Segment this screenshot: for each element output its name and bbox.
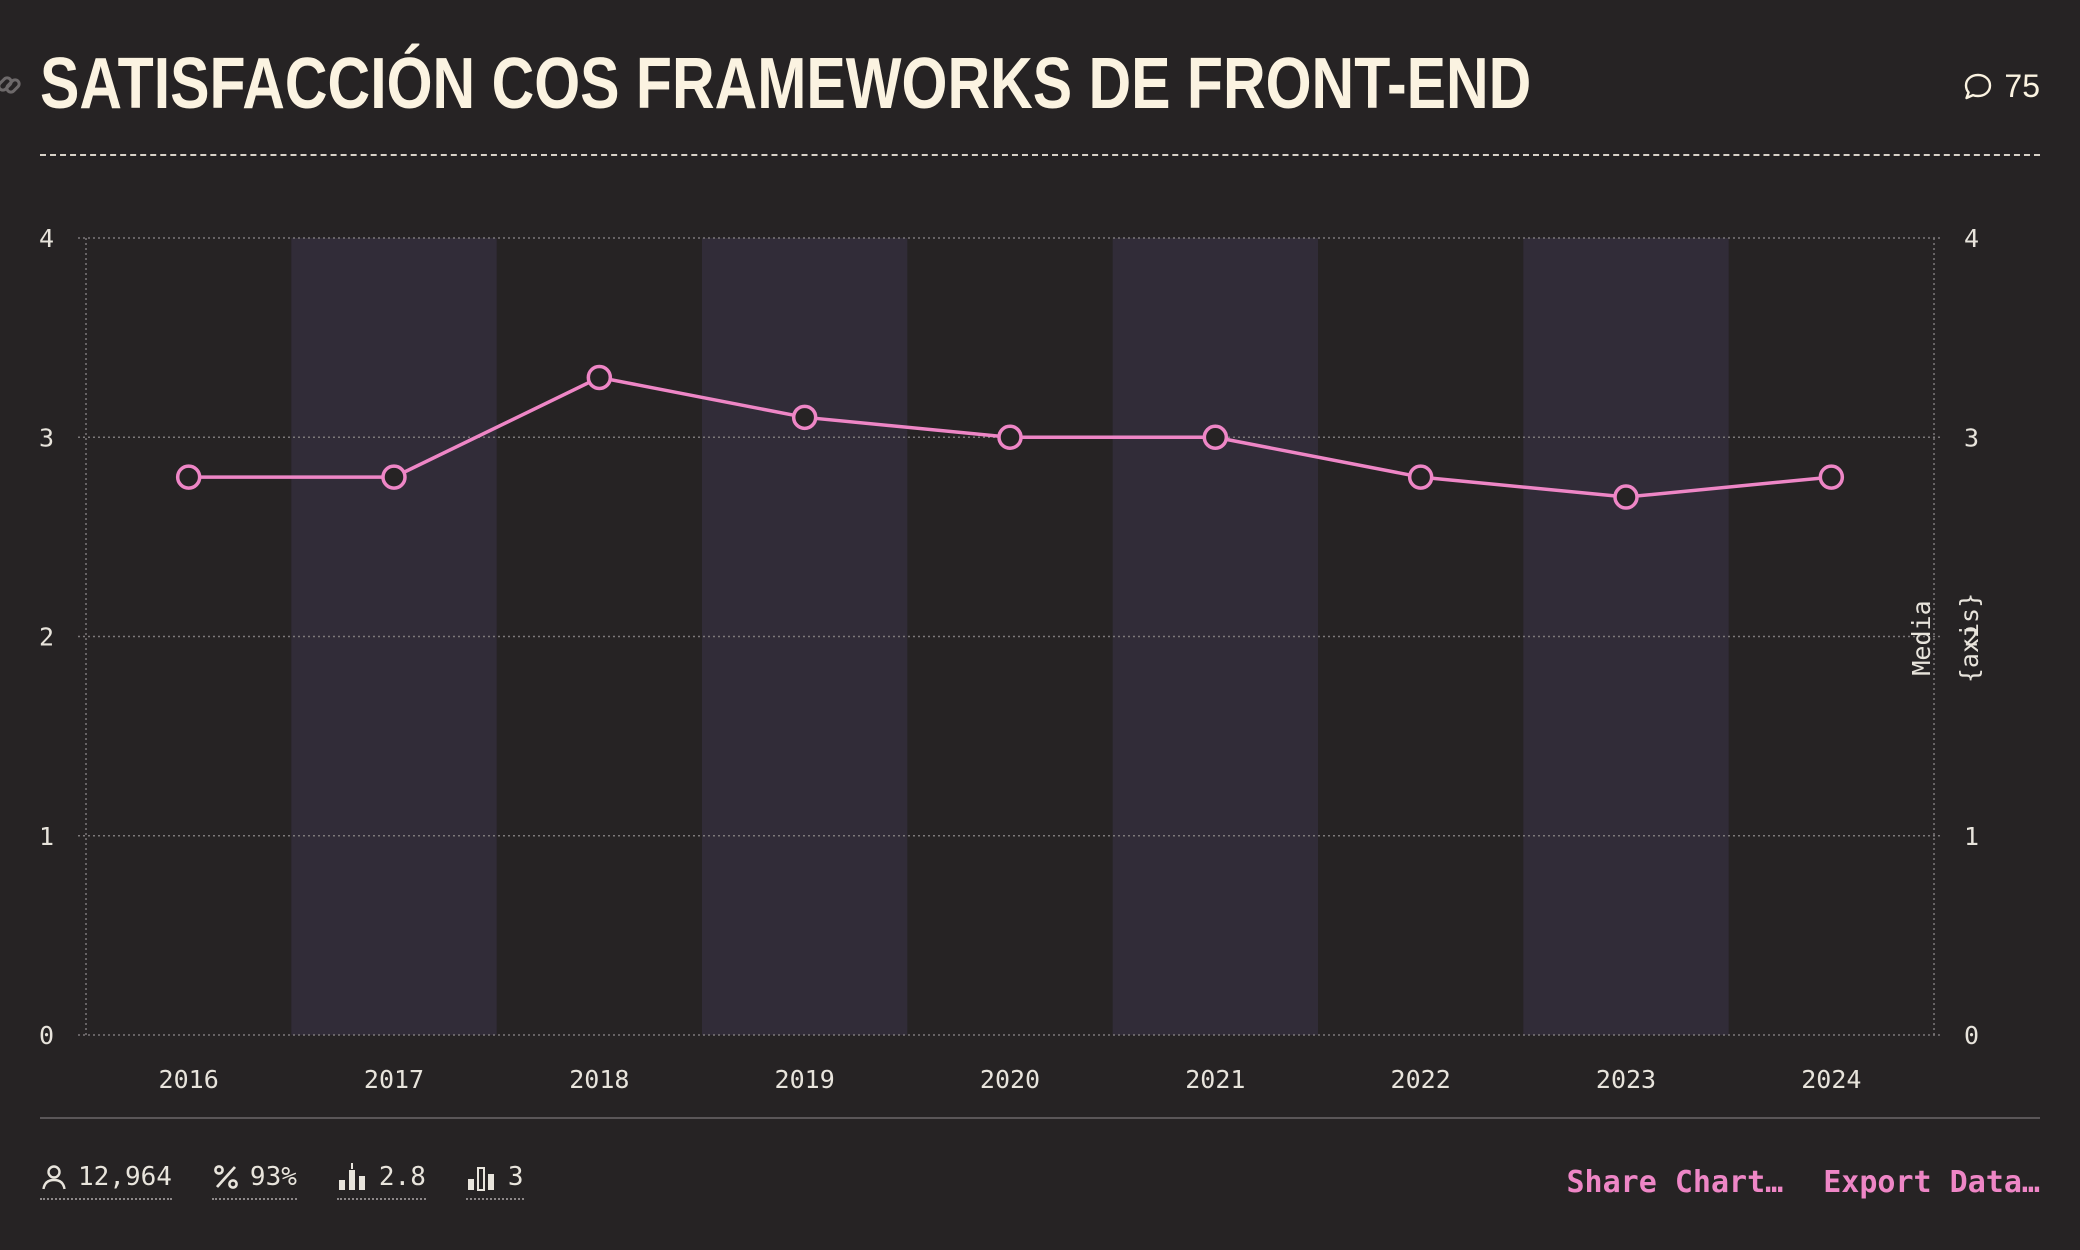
y-tick-label-right: 0 xyxy=(1964,1021,1979,1050)
title-divider xyxy=(40,154,2040,156)
page-title: SATISFACCIÓN COS FRAMEWORKS DE FRONT-END xyxy=(40,44,1532,124)
y-tick-label-right: 2 xyxy=(1964,623,1979,652)
x-tick-label: 2023 xyxy=(1596,1065,1656,1094)
line-chart: 0 0 1 1 2 2 3 3 4 4 2016 2017 2018 2019 2020 2021 2022 20… xyxy=(39,224,1984,1094)
data-point xyxy=(586,364,613,391)
y-axis-title: {axis} xyxy=(1955,593,1984,683)
bars-icon xyxy=(467,1167,494,1191)
comment-count: 75 xyxy=(2004,68,2040,104)
mean-value: 2.8 xyxy=(378,1162,426,1192)
mean-stat[interactable]: 2.8 xyxy=(336,1162,426,1200)
data-point xyxy=(381,464,407,490)
x-tick-label: 2016 xyxy=(159,1065,219,1094)
chart-actions: Share Chart… Export Data… xyxy=(1567,1165,2041,1200)
y-tick-label-right: 3 xyxy=(1964,423,1979,452)
percent-icon xyxy=(214,1165,238,1189)
stats-bar: 12,964 93% 2.8 3 xyxy=(40,1162,524,1200)
x-tick-label: 2017 xyxy=(364,1065,424,1094)
respondents-stat[interactable]: 12,964 xyxy=(40,1162,172,1200)
y-tick-label-right: 4 xyxy=(1964,224,1979,253)
export-data-button[interactable]: Export Data… xyxy=(1823,1165,2040,1200)
median-value: 3 xyxy=(507,1162,524,1192)
data-point xyxy=(1818,464,1845,490)
share-chart-button[interactable]: Share Chart… xyxy=(1566,1165,1784,1200)
y-tick-label-left: 4 xyxy=(39,224,54,253)
link-icon[interactable] xyxy=(0,70,24,100)
x-tick-label: 2019 xyxy=(775,1065,835,1094)
x-tick-label: 2022 xyxy=(1391,1065,1451,1094)
footer-divider xyxy=(40,1117,2040,1119)
median-stat[interactable]: 3 xyxy=(465,1162,524,1200)
comment-icon xyxy=(1965,73,1992,99)
person-icon xyxy=(42,1165,66,1190)
x-tick-label: 2020 xyxy=(980,1065,1040,1094)
percentage-stat[interactable]: 93% xyxy=(211,1162,297,1200)
y-tick-label-left: 3 xyxy=(39,423,54,452)
y-tick-label-left: 0 xyxy=(39,1021,54,1050)
respondents-value: 12,964 xyxy=(78,1162,172,1192)
data-point xyxy=(1613,484,1639,510)
data-point xyxy=(175,464,202,490)
x-tick-label: 2024 xyxy=(1801,1065,1861,1094)
data-point xyxy=(1202,424,1229,450)
x-tick-label: 2021 xyxy=(1185,1065,1245,1094)
data-point xyxy=(1407,464,1434,490)
data-point xyxy=(791,404,818,431)
y-axis-title: Media xyxy=(1907,600,1936,675)
y-tick-label-right: 1 xyxy=(1964,822,1979,851)
y-tick-label-left: 1 xyxy=(39,822,54,851)
percentage-value: 93% xyxy=(249,1162,297,1192)
y-tick-label-left: 2 xyxy=(39,623,54,652)
comments-button[interactable]: 75 xyxy=(1962,68,2040,105)
x-tick-label: 2018 xyxy=(569,1065,629,1094)
data-point xyxy=(997,424,1023,450)
mean-bars-icon xyxy=(338,1163,365,1190)
